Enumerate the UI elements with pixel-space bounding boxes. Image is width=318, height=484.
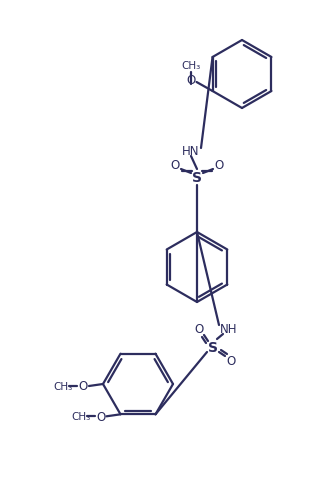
Text: O: O [78,380,88,393]
Text: O: O [214,159,224,172]
Text: CH₃: CH₃ [181,61,200,71]
Text: S: S [192,171,202,184]
Text: O: O [186,74,195,86]
Text: CH₃: CH₃ [53,381,73,391]
Text: O: O [226,355,236,368]
Text: O: O [170,159,180,172]
Text: O: O [194,323,204,336]
Text: NH: NH [220,323,238,336]
Text: S: S [208,340,218,354]
Text: CH₃: CH₃ [71,411,90,422]
Text: O: O [96,410,105,423]
Text: HN: HN [182,145,200,158]
